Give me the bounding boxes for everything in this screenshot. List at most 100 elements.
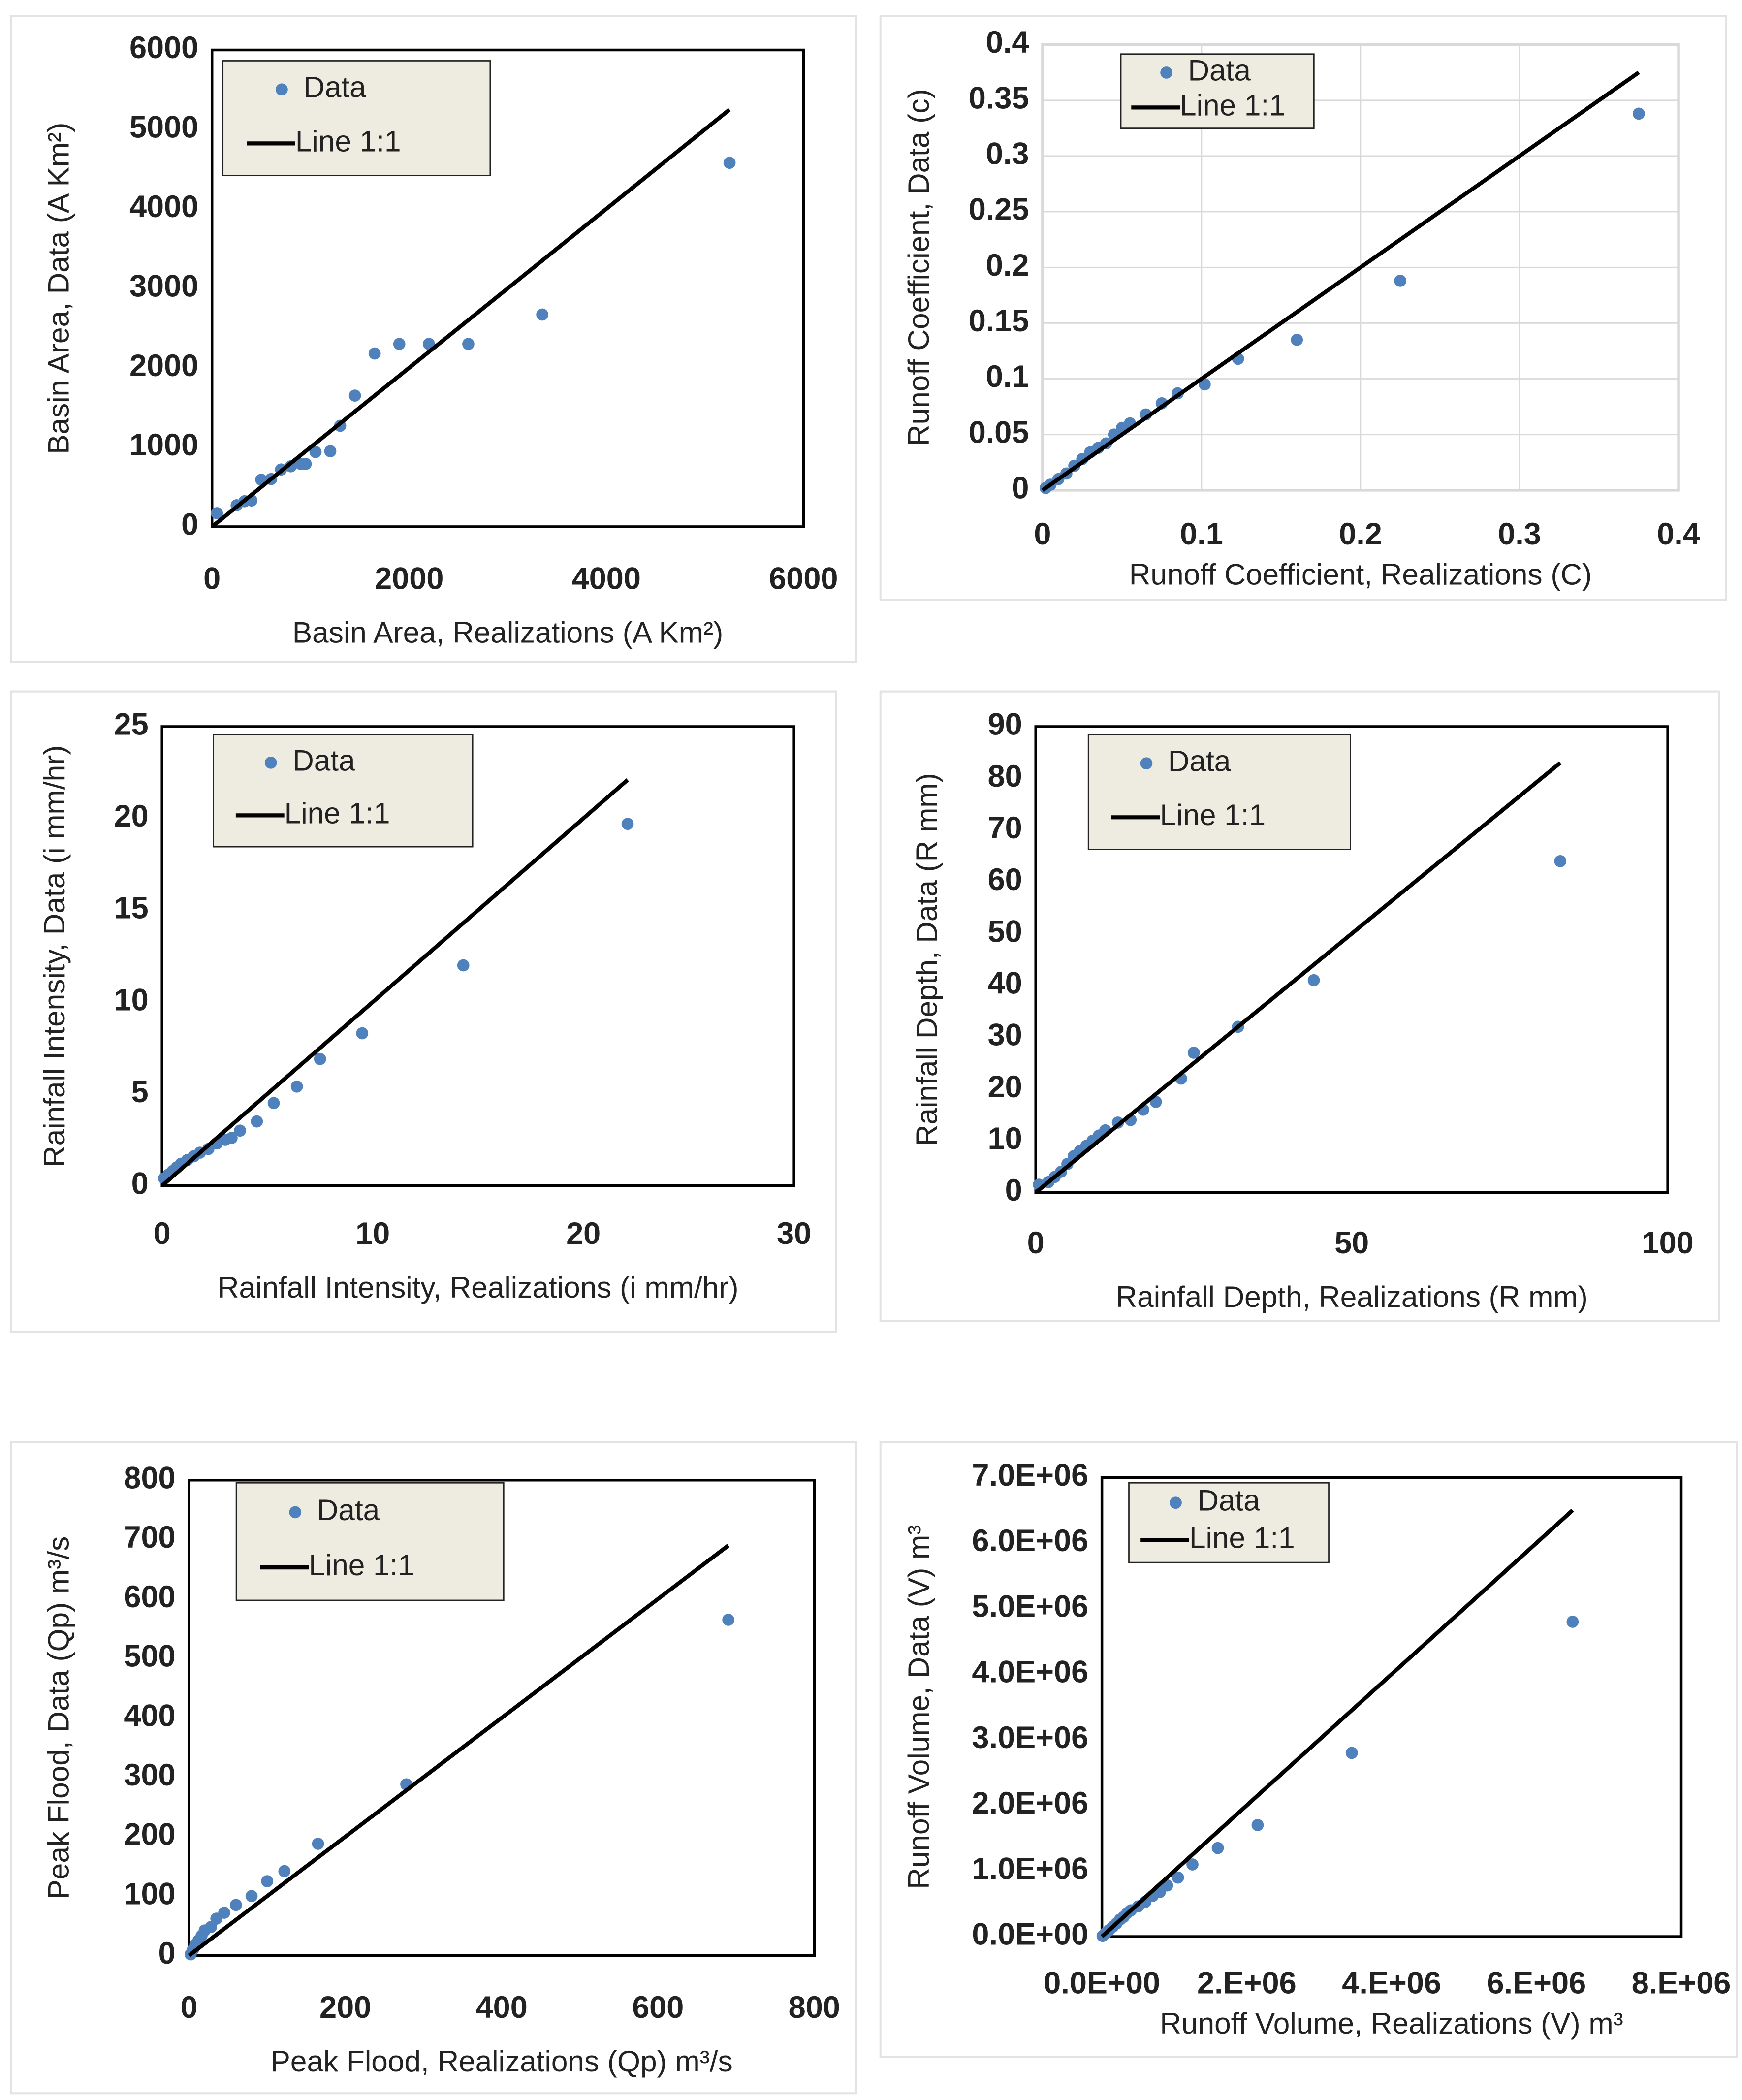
y-tick-label: 6000 <box>129 31 198 65</box>
legend-box <box>235 1482 505 1601</box>
y-tick-label: 100 <box>124 1877 175 1911</box>
data-point <box>1307 974 1320 986</box>
y-tick-label: 0 <box>158 1936 176 1971</box>
legend-label: Data <box>1188 53 1251 87</box>
data-point <box>722 1614 734 1626</box>
x-tick-label: 0.2 <box>1339 517 1382 551</box>
legend-swatch <box>276 83 288 96</box>
panel-borders <box>9 15 1738 2095</box>
x-tick-label: 600 <box>632 1990 684 2025</box>
data-point <box>245 1890 258 1903</box>
data-point <box>234 1124 246 1137</box>
y-tick-label: 70 <box>988 811 1022 845</box>
data-point <box>1172 1871 1184 1884</box>
y-tick-label: 15 <box>114 891 149 925</box>
data-point <box>1187 1047 1200 1059</box>
legend-box <box>213 734 474 848</box>
x-tick-label: 10 <box>355 1216 390 1251</box>
data-point <box>251 1115 263 1128</box>
x-axis-label: Basin Area, Realizations (A Km²) <box>292 615 723 649</box>
x-tick-label: 100 <box>1642 1226 1693 1260</box>
data-point <box>312 1838 324 1850</box>
data-point <box>368 347 381 360</box>
x-tick-label: 0.3 <box>1498 517 1541 551</box>
y-tick-label: 5.0E+06 <box>972 1589 1088 1623</box>
y-tick-label: 40 <box>988 966 1022 1000</box>
x-tick-label: 2000 <box>375 561 443 596</box>
x-tick-label: 6.E+06 <box>1487 1966 1586 2000</box>
data-point <box>309 445 322 458</box>
y-tick-label: 20 <box>988 1070 1022 1104</box>
y-tick-label: 0 <box>1012 471 1029 506</box>
x-tick-label: 4000 <box>572 561 641 596</box>
data-point <box>1632 107 1645 120</box>
y-tick-label: 0.15 <box>969 304 1029 338</box>
legend-swatch <box>289 1506 302 1519</box>
y-tick-label: 600 <box>124 1580 175 1614</box>
x-tick-label: 50 <box>1334 1226 1369 1260</box>
x-tick-label: 30 <box>777 1216 811 1251</box>
chart: 0.0E+00 2.E+06 4.E+06 6.E+06 8.E+06 0.0E+00 1.… <box>902 1458 1731 2040</box>
x-axis-label: Runoff Coefficient, Realizations (C) <box>1129 557 1592 591</box>
line-1-1 <box>160 778 629 1187</box>
plot-frame <box>160 725 795 1187</box>
y-tick-label: 0.0E+00 <box>972 1917 1088 1952</box>
data-point <box>1291 333 1303 346</box>
y-tick-label: 5 <box>131 1075 149 1109</box>
x-tick-label: 0 <box>154 1216 171 1251</box>
y-tick-label: 50 <box>988 914 1022 949</box>
y-tick-label: 0.3 <box>986 137 1029 171</box>
x-axis-label: Rainfall Intensity, Realizations (i mm/h… <box>218 1271 739 1304</box>
x-tick-label: 0.1 <box>1180 517 1223 551</box>
data-point <box>457 959 470 972</box>
data-point <box>1345 1747 1358 1759</box>
line-1-1 <box>1034 761 1562 1194</box>
data-point <box>314 1052 326 1065</box>
legend-label: Line 1:1 <box>1180 88 1286 122</box>
x-tick-label: 0.4 <box>1657 517 1700 551</box>
y-tick-label: 6.0E+06 <box>972 1524 1088 1558</box>
y-tick-label: 5000 <box>129 110 198 145</box>
y-tick-label: 0.2 <box>986 248 1029 283</box>
x-tick-label: 20 <box>566 1216 601 1251</box>
x-tick-label: 6000 <box>769 561 838 596</box>
y-tick-label: 20 <box>114 799 149 833</box>
plot-frame <box>210 48 805 528</box>
y-tick-label: 2.0E+06 <box>972 1786 1088 1820</box>
data-point <box>1211 1842 1224 1854</box>
legend-swatch <box>1160 66 1172 79</box>
legend-label: Data <box>1197 1484 1260 1517</box>
chart: 0 2000 4000 6000 0 1000 2000 3000 4000 5000 6000 Ba… <box>41 31 838 649</box>
data-point <box>723 157 736 169</box>
line-1-1 <box>1100 1508 1574 1939</box>
x-tick-label: 2.E+06 <box>1197 1966 1297 2000</box>
y-tick-label: 60 <box>988 862 1022 897</box>
y-tick-label: 30 <box>988 1018 1022 1052</box>
data-point <box>1566 1616 1579 1628</box>
y-tick-label: 0.4 <box>986 25 1029 60</box>
x-tick-label: 0 <box>203 561 221 596</box>
x-tick-label: 0 <box>1027 1226 1045 1260</box>
data-point <box>290 1080 303 1093</box>
y-tick-label: 3000 <box>129 269 198 303</box>
data-point <box>261 1875 274 1887</box>
y-tick-label: 10 <box>988 1121 1022 1156</box>
data-point <box>324 445 337 457</box>
plot-frame <box>1034 725 1669 1194</box>
y-tick-label: 0.1 <box>986 359 1029 394</box>
y-axis-label: Rainfall Depth, Data (R mm) <box>910 773 943 1146</box>
data-point <box>278 1865 291 1877</box>
data-point <box>1554 855 1567 867</box>
line-1-1 <box>1041 70 1640 492</box>
y-tick-label: 4000 <box>129 190 198 224</box>
y-tick-label: 800 <box>124 1461 175 1495</box>
x-tick-label: 800 <box>789 1990 840 2025</box>
data-point <box>348 389 361 402</box>
y-axis-label: Runoff Coefficient, Data (c) <box>902 89 935 446</box>
